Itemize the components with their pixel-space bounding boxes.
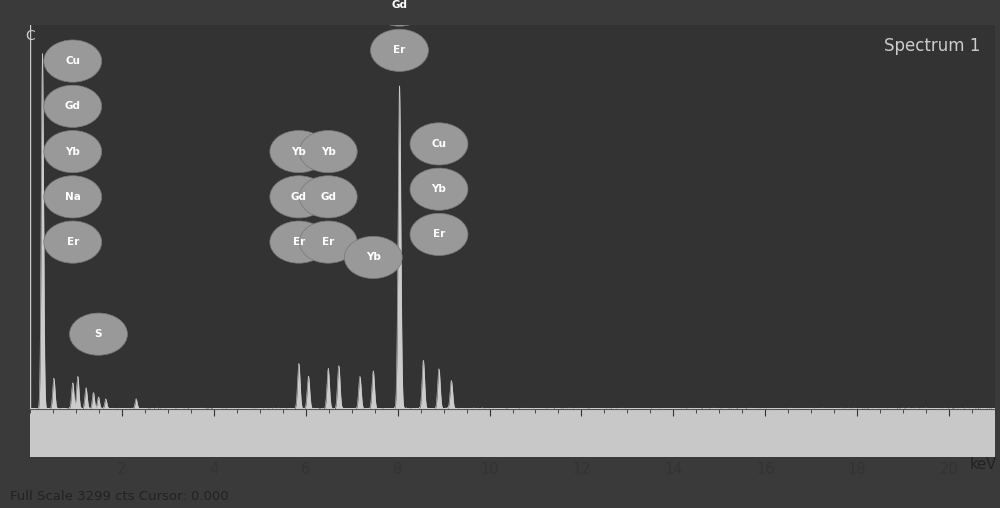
Text: Cu: Cu: [431, 139, 446, 149]
Ellipse shape: [44, 131, 102, 173]
Ellipse shape: [410, 213, 468, 256]
Text: Spectrum 1: Spectrum 1: [884, 37, 981, 55]
Ellipse shape: [270, 176, 328, 218]
Text: Gd: Gd: [65, 101, 81, 111]
Text: Yb: Yb: [321, 147, 336, 156]
Ellipse shape: [270, 131, 328, 173]
Ellipse shape: [410, 123, 468, 165]
Text: Yb: Yb: [65, 147, 80, 156]
Text: Gd: Gd: [391, 0, 407, 10]
Ellipse shape: [410, 168, 468, 210]
Text: Gd: Gd: [291, 192, 307, 202]
Ellipse shape: [344, 236, 402, 278]
Text: Cu: Cu: [65, 56, 80, 66]
Ellipse shape: [44, 221, 102, 263]
Ellipse shape: [70, 313, 127, 355]
Text: S: S: [95, 329, 102, 339]
Text: Er: Er: [67, 237, 79, 247]
Text: Yb: Yb: [291, 147, 306, 156]
Text: Er: Er: [393, 45, 406, 55]
Ellipse shape: [299, 131, 357, 173]
Text: Gd: Gd: [320, 192, 336, 202]
Text: Full Scale 3299 cts Cursor: 0.000: Full Scale 3299 cts Cursor: 0.000: [10, 490, 229, 503]
Ellipse shape: [299, 176, 357, 218]
Text: Na: Na: [65, 192, 81, 202]
Text: Er: Er: [433, 230, 445, 239]
Ellipse shape: [44, 176, 102, 218]
Text: Yb: Yb: [432, 184, 446, 194]
Ellipse shape: [371, 29, 428, 72]
Text: Yb: Yb: [366, 252, 381, 263]
Ellipse shape: [44, 40, 102, 82]
Text: keV: keV: [970, 457, 997, 472]
Ellipse shape: [299, 221, 357, 263]
Ellipse shape: [270, 221, 328, 263]
Text: C: C: [25, 29, 35, 43]
Text: Er: Er: [293, 237, 305, 247]
Text: Er: Er: [322, 237, 334, 247]
Ellipse shape: [371, 0, 428, 26]
Ellipse shape: [44, 85, 102, 128]
